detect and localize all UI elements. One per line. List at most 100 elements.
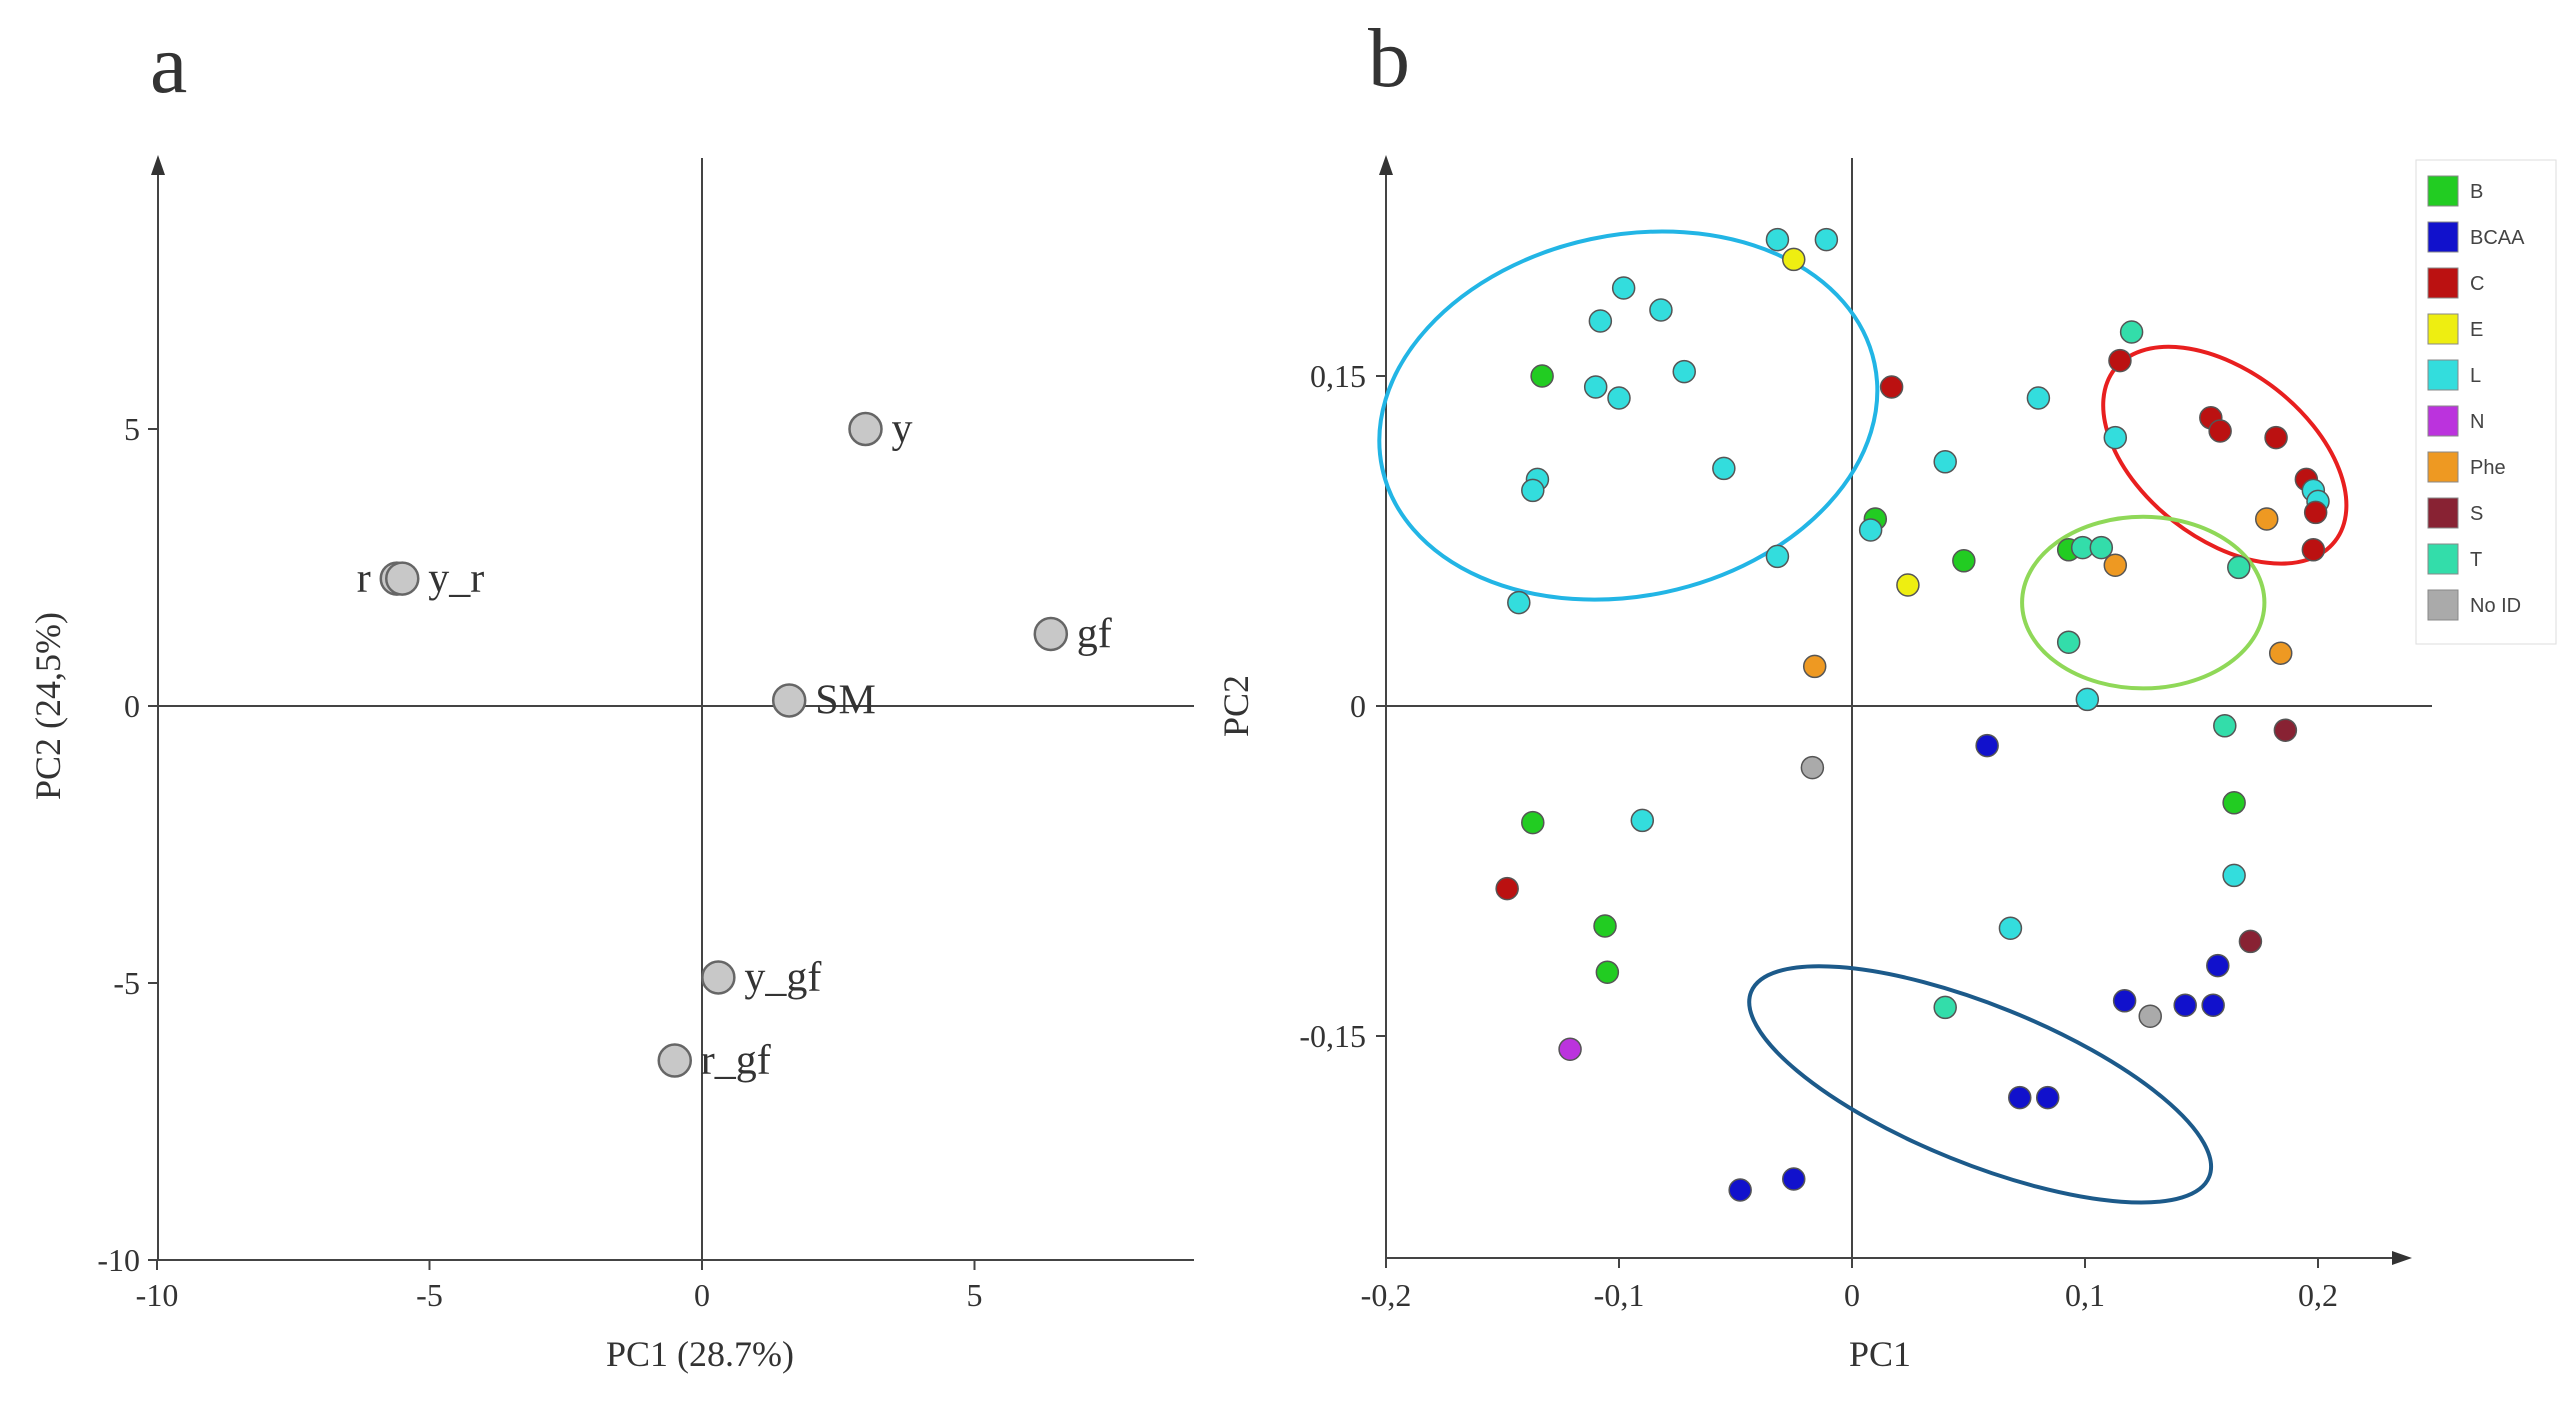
panel-a-point-r-gf [657, 1043, 692, 1078]
panel-b-point-bcaa [2112, 989, 2137, 1013]
panel-a-x-ticks: -10 -5 0 5 [136, 1260, 983, 1313]
panel-b-point-c [2108, 348, 2132, 373]
panel-b-point-bcaa [1975, 733, 1999, 758]
panel-b-point-t [1933, 995, 1957, 1020]
panel-b-point-b [1593, 914, 1617, 938]
panel-b-point-noid [2138, 1004, 2162, 1028]
panel-b-point-l [2075, 687, 2100, 712]
panel-b-point-b [1530, 364, 1554, 388]
panel-b-x-arrow-icon [2392, 1251, 2412, 1265]
panel-b-point-l [1765, 544, 1790, 569]
panel-b-point-l [1814, 227, 1839, 252]
panel-b-point-l [1521, 478, 1545, 503]
panel-b-x-ticks: -0,2 -0,1 0 0,1 0,2 [1361, 1258, 2338, 1313]
panel-a-y-tick-label: -10 [97, 1242, 140, 1278]
panel-b-point-bcaa [2173, 993, 2197, 1017]
legend-swatch-t [2427, 543, 2459, 575]
legend-label-noid: No ID [2470, 595, 2521, 617]
legend-label-bcaa: BCAA [2470, 227, 2525, 249]
panel-b-point-c [2303, 500, 2328, 525]
panel-a-point-y-gf [701, 960, 736, 995]
panel-a-y-tick-label: 0 [124, 688, 140, 724]
legend-swatch-n [2427, 405, 2459, 437]
legend-label-l: L [2470, 365, 2481, 387]
panel-a-y-ticks: -10 -5 0 5 [97, 411, 158, 1278]
panel-a-x-tick-label: -10 [136, 1277, 179, 1313]
panel-b-point-t [2227, 555, 2251, 580]
panel-b-point-bcaa [1728, 1178, 1752, 1202]
legend-label-e: E [2470, 319, 2483, 341]
panel-b-point-t [2089, 535, 2114, 560]
panel-b-label: b [1368, 12, 1410, 105]
panel-a-y-axis-title: PC2 (24,5%) [28, 612, 68, 800]
panel-b-point-b [1952, 549, 1976, 573]
panel-b-point-l [1630, 808, 1655, 833]
panel-b-point-l [1998, 916, 2023, 940]
panel-a-point-label-y: y [892, 406, 913, 452]
panel-b-point-l [1933, 450, 1957, 474]
panel-a-point-label-r: r [357, 556, 371, 602]
panel-b-point-l [1611, 276, 1636, 300]
panel-b-point-n [1558, 1037, 1582, 1061]
panel-a-x-tick-label: 5 [967, 1277, 983, 1313]
legend-label-c: C [2470, 273, 2484, 295]
panel-b-point-l [1672, 359, 1696, 384]
panel-b-point-l [1765, 227, 1790, 252]
panel-b-y-ticks: 0,15 0 -0,15 [1299, 358, 1386, 1054]
panel-b-point-t [2056, 630, 2081, 654]
panel-a: a -10 -5 0 5 -10 -5 0 5 y r y_rgf SM y_gf r_gf PC1 … [28, 18, 1194, 1374]
panel-b-point-phe [2103, 553, 2128, 577]
legend-swatch-b [2427, 175, 2459, 207]
panel-b-point-l [1583, 375, 1608, 399]
legend-swatch-l [2427, 359, 2459, 391]
panel-b-point-l [1649, 298, 1673, 322]
panel-b-point-e [1896, 573, 1920, 597]
panel-b-point-bcaa [2008, 1085, 2032, 1110]
legend-label-t: T [2470, 549, 2482, 571]
panel-b-x-tick-label: 0 [1844, 1277, 1860, 1313]
panel-b-points [1495, 227, 2330, 1202]
panel-b-point-c [2208, 419, 2232, 443]
panel-a-y-tick-label: -5 [113, 965, 140, 1001]
legend-swatch-c [2427, 267, 2459, 299]
panel-a-point-y-r [385, 561, 420, 596]
panel-a-point-label-gf: gf [1077, 611, 1112, 657]
panel-a-plot-area [158, 142, 1194, 1260]
panel-a-label: a [150, 18, 187, 111]
panel-a-point-y [848, 411, 883, 447]
legend-label-phe: Phe [2470, 457, 2506, 479]
panel-b-ellipses [1377, 229, 2349, 1205]
panel-b-x-axis-title: PC1 [1849, 1334, 1911, 1374]
panel-b-point-s [2273, 718, 2298, 742]
panel-b-point-c [2301, 538, 2326, 562]
panel-b-x-tick-label: 0,2 [2298, 1277, 2338, 1313]
legend-label-s: S [2470, 503, 2483, 525]
panel-b-point-l [2222, 863, 2246, 888]
cluster-ellipse-l [1377, 229, 1880, 602]
panel-b-point-l [1507, 590, 1531, 615]
legend-swatch-noid [2427, 589, 2459, 621]
panel-b-point-c [1879, 375, 1904, 399]
panel-a-y-arrow-icon [151, 155, 165, 175]
panel-b-point-bcaa [2035, 1085, 2060, 1110]
panel-b-point-s [2238, 929, 2263, 954]
panel-b-y-axis-title: PC2 [1216, 675, 1256, 737]
panel-b-point-phe [2254, 507, 2279, 531]
panel-b-point-b [1595, 960, 1620, 984]
panel-a-point-label-r-gf: r_gf [701, 1038, 771, 1084]
panel-b-point-e [1782, 247, 1806, 272]
panel-b-point-bcaa [2206, 953, 2230, 978]
panel-b-point-l [2026, 386, 2051, 410]
cluster-ellipse-bcaa [1747, 964, 2214, 1205]
panel-b-point-phe [1802, 654, 1827, 679]
panel-b-point-noid [1800, 755, 1825, 780]
panel-a-x-axis-title: PC1 (28.7%) [606, 1334, 794, 1374]
panel-a-point-gf [1033, 616, 1069, 652]
legend-label-n: N [2470, 411, 2484, 433]
panel-b-point-t [2119, 320, 2144, 344]
panel-b-x-tick-label: 0,1 [2065, 1277, 2105, 1313]
panel-b-point-phe [2268, 641, 2293, 665]
panel-a-x-tick-label: -5 [416, 1277, 443, 1313]
panel-b-legend: B BCAA C E L N Phe S T No ID [2415, 159, 2557, 645]
